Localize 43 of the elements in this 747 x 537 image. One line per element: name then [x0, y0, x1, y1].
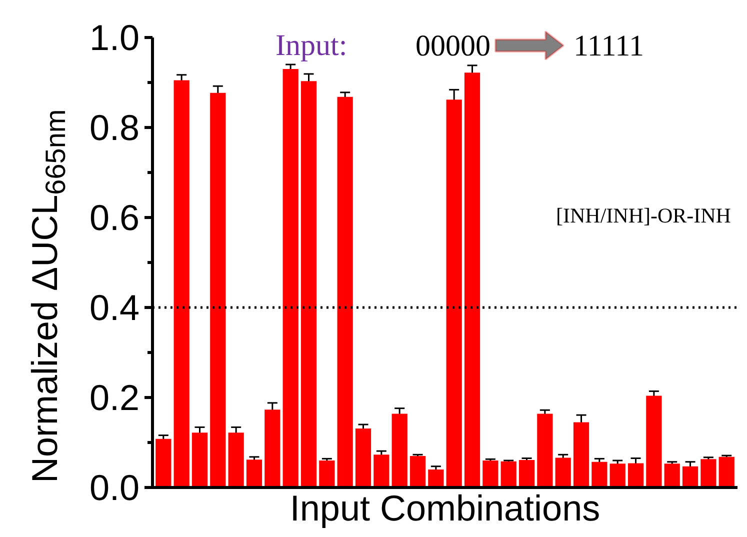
bar — [374, 454, 390, 488]
y-tick-label: 0.0 — [89, 467, 140, 508]
annotation: 00000 — [416, 30, 490, 62]
bar — [537, 414, 553, 488]
bar — [482, 460, 498, 488]
y-tick-label: 1.0 — [89, 17, 140, 58]
bar — [555, 458, 571, 488]
bar — [610, 464, 626, 488]
annotation: 11111 — [574, 30, 644, 62]
annotation: Input: — [276, 29, 348, 62]
bar — [392, 414, 408, 488]
y-tick-label: 0.6 — [89, 197, 140, 238]
x-axis-title: Input Combinations — [290, 488, 600, 528]
bar — [428, 470, 444, 488]
bar — [592, 462, 608, 488]
bar — [700, 459, 716, 488]
y-tick-label: 0.8 — [89, 107, 140, 148]
bar — [337, 96, 353, 488]
bar — [282, 69, 298, 488]
y-tick-label: 0.4 — [89, 287, 140, 328]
bar — [319, 460, 335, 488]
bar — [228, 432, 244, 488]
bar — [210, 92, 226, 488]
bar — [410, 456, 426, 488]
bar — [264, 410, 280, 488]
bar — [446, 100, 462, 488]
bar — [156, 438, 172, 488]
bar — [664, 464, 680, 488]
bar — [192, 432, 208, 488]
bar — [500, 461, 516, 488]
annotation: [INH/INH]-OR-INH — [556, 204, 731, 228]
bar — [682, 466, 698, 488]
bar — [518, 460, 535, 488]
bar — [573, 422, 590, 488]
bar — [646, 396, 662, 488]
y-tick-label: 0.2 — [89, 377, 140, 418]
bar — [628, 463, 644, 488]
bar — [355, 428, 372, 488]
bar — [174, 80, 190, 488]
bar — [246, 460, 262, 488]
bar — [718, 456, 734, 488]
bar — [300, 81, 317, 488]
bar — [464, 72, 480, 488]
